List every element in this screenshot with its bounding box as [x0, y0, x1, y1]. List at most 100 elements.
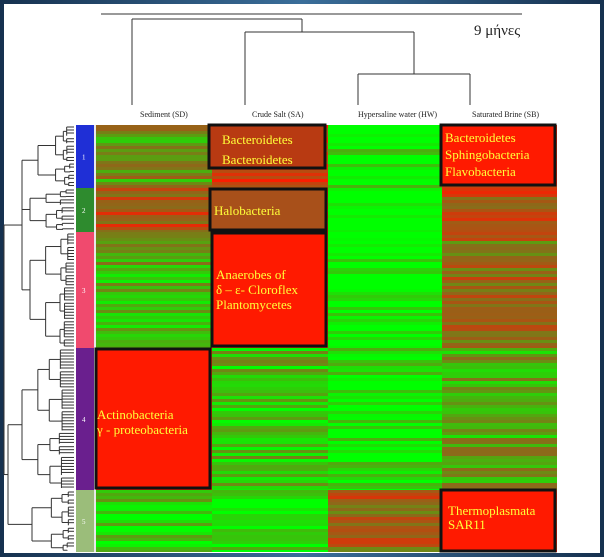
heatmap-cell — [96, 331, 212, 334]
row-dendrogram — [3, 126, 74, 551]
heatmap-cell — [328, 523, 442, 526]
heatmap-cell — [442, 477, 557, 480]
heatmap-cell — [442, 468, 557, 471]
cluster-label: 3 — [82, 287, 86, 295]
heatmap-cell — [328, 283, 442, 286]
heatmap-cell — [96, 289, 212, 292]
heatmap-cell — [328, 517, 442, 520]
heatmap-cell — [96, 212, 212, 215]
heatmap-cell — [442, 435, 557, 438]
heatmap-cell — [328, 256, 442, 259]
column-label: Saturated Brine (SB) — [472, 110, 539, 119]
heatmap-cell — [328, 235, 442, 238]
heatmap-cell — [328, 143, 442, 146]
heatmap-cell — [96, 511, 212, 514]
heatmap-cell — [328, 173, 442, 176]
heatmap-cell — [442, 274, 557, 277]
cluster-bar: 1 2 3 4 5 — [76, 125, 96, 552]
heatmap-cell — [212, 520, 328, 523]
heatmap-cell — [328, 402, 442, 405]
heatmap-cell — [328, 414, 442, 417]
heatmap-cell — [328, 316, 442, 319]
heatmap-cell — [96, 298, 212, 301]
heatmap-cell — [328, 232, 442, 235]
heatmap-cell — [328, 125, 442, 128]
heatmap-cell — [328, 268, 442, 271]
heatmap-cell — [96, 140, 212, 143]
heatmap-cell — [96, 259, 212, 262]
heatmap-cell — [96, 206, 212, 209]
heatmap-cell — [96, 256, 212, 259]
heatmap-cell — [212, 429, 328, 432]
heatmap-cell — [96, 128, 212, 131]
heatmap-cell — [328, 194, 442, 197]
heatmap-cell — [328, 538, 442, 541]
heatmap-cell — [442, 200, 557, 203]
heatmap-cell — [328, 221, 442, 224]
heatmap-cell — [442, 450, 557, 453]
heatmap-cell — [212, 366, 328, 369]
heatmap-cell — [96, 146, 212, 149]
annotation-text: Actinobacteria — [97, 407, 174, 422]
heatmap-cell — [328, 520, 442, 523]
heatmap-cell — [328, 438, 442, 441]
heatmap-cell — [442, 411, 557, 414]
cluster-divider — [94, 125, 96, 552]
heatmap-cell — [442, 432, 557, 435]
heatmap-cell — [328, 200, 442, 203]
heatmap-cell — [328, 405, 442, 408]
heatmap-cell — [328, 149, 442, 152]
heatmap-cell — [96, 307, 212, 310]
heatmap-cell — [442, 188, 557, 191]
heatmap-cell — [328, 502, 442, 505]
heatmap-cell — [96, 526, 212, 529]
heatmap-cell — [328, 444, 442, 447]
heatmap-cell — [328, 307, 442, 310]
heatmap-cell — [442, 393, 557, 396]
heatmap-cell — [328, 544, 442, 547]
heatmap-cell — [442, 250, 557, 253]
heatmap-cell — [96, 137, 212, 140]
heatmap-cell — [442, 218, 557, 221]
heatmap-cell — [328, 511, 442, 514]
heatmap-cell — [212, 369, 328, 372]
annotation-text: Flavobacteria — [445, 164, 516, 179]
heatmap-cell — [96, 325, 212, 328]
heatmap-cell — [328, 535, 442, 538]
heatmap-cell — [442, 343, 557, 346]
heatmap-cell — [328, 325, 442, 328]
heatmap-cell — [96, 265, 212, 268]
heatmap-cell — [96, 241, 212, 244]
heatmap-cell — [96, 182, 212, 185]
heatmap-cell — [212, 185, 328, 188]
heatmap-cell — [442, 283, 557, 286]
heatmap-cell — [328, 366, 442, 369]
heatmap-cell — [96, 143, 212, 146]
heatmap-cell — [96, 334, 212, 337]
heatmap-cell — [442, 298, 557, 301]
heatmap-cell — [442, 462, 557, 465]
heatmap-cell — [212, 508, 328, 511]
heatmap-cell — [442, 197, 557, 200]
heatmap-cell — [328, 158, 442, 161]
heatmap-cell — [328, 265, 442, 268]
heatmap-cell — [96, 203, 212, 206]
column-dendrogram — [101, 13, 522, 105]
annotation-text: Anaerobes of — [216, 267, 286, 282]
heatmap-cell — [442, 238, 557, 241]
heatmap-cell — [212, 363, 328, 366]
heatmap-cell — [328, 230, 442, 232]
heatmap-cell — [328, 456, 442, 459]
heatmap-cell — [96, 125, 212, 128]
heatmap-cell — [212, 456, 328, 459]
heatmap-cell — [328, 209, 442, 212]
heatmap-cell — [442, 346, 557, 348]
heatmap-cell — [442, 241, 557, 244]
heatmap-cell — [442, 420, 557, 423]
heatmap-cell — [328, 298, 442, 301]
heatmap-cell — [212, 438, 328, 441]
heatmap-cell — [96, 164, 212, 167]
annotation-text: Halobacteria — [214, 203, 281, 218]
heatmap-cell — [442, 271, 557, 274]
heatmap-cell — [96, 238, 212, 241]
